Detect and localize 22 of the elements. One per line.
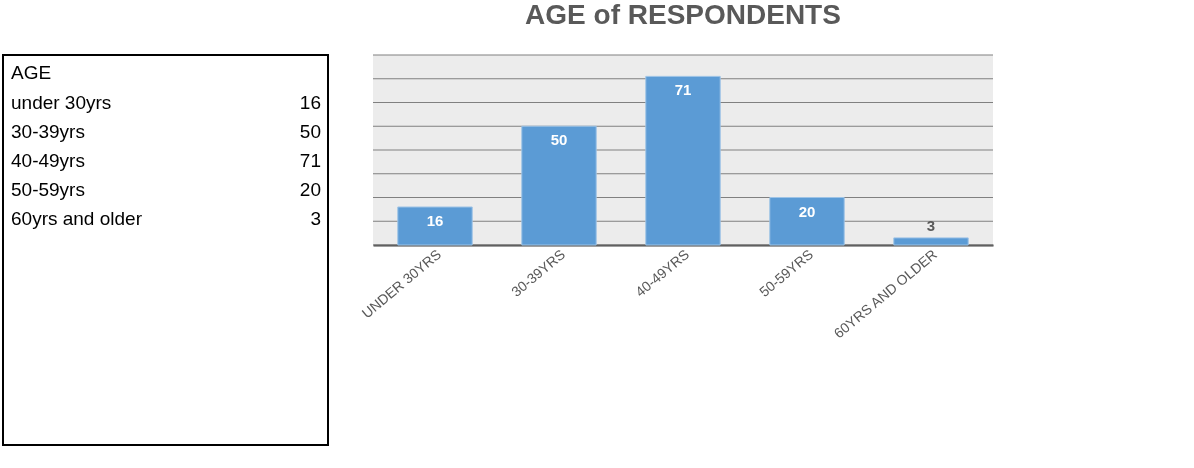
- category-label: 30-39yrs: [11, 121, 85, 142]
- data-label: 20: [299, 179, 321, 200]
- bar: [521, 125, 597, 246]
- data-label: 3: [926, 216, 936, 234]
- data-label: 20: [798, 202, 816, 220]
- bar: [893, 237, 969, 246]
- category-label: 60yrs and older: [11, 208, 143, 229]
- text: AGE: [11, 62, 52, 83]
- data-label: 71: [299, 150, 321, 171]
- category-label: 40-49yrs: [11, 150, 85, 171]
- bar: [769, 197, 845, 246]
- data-label: 16: [299, 92, 321, 113]
- data-label: 50: [299, 121, 321, 142]
- bar: [645, 75, 721, 246]
- chart-title: AGE of RESPONDENTS: [525, 0, 841, 31]
- category-label: under 30yrs: [11, 92, 112, 113]
- data-label: 71: [674, 81, 692, 99]
- data-label: 50: [550, 131, 568, 149]
- category-label: 50-59yrs: [11, 179, 85, 200]
- data-label: 3: [310, 208, 321, 229]
- data-label: 16: [426, 212, 444, 229]
- bar: [397, 206, 473, 246]
